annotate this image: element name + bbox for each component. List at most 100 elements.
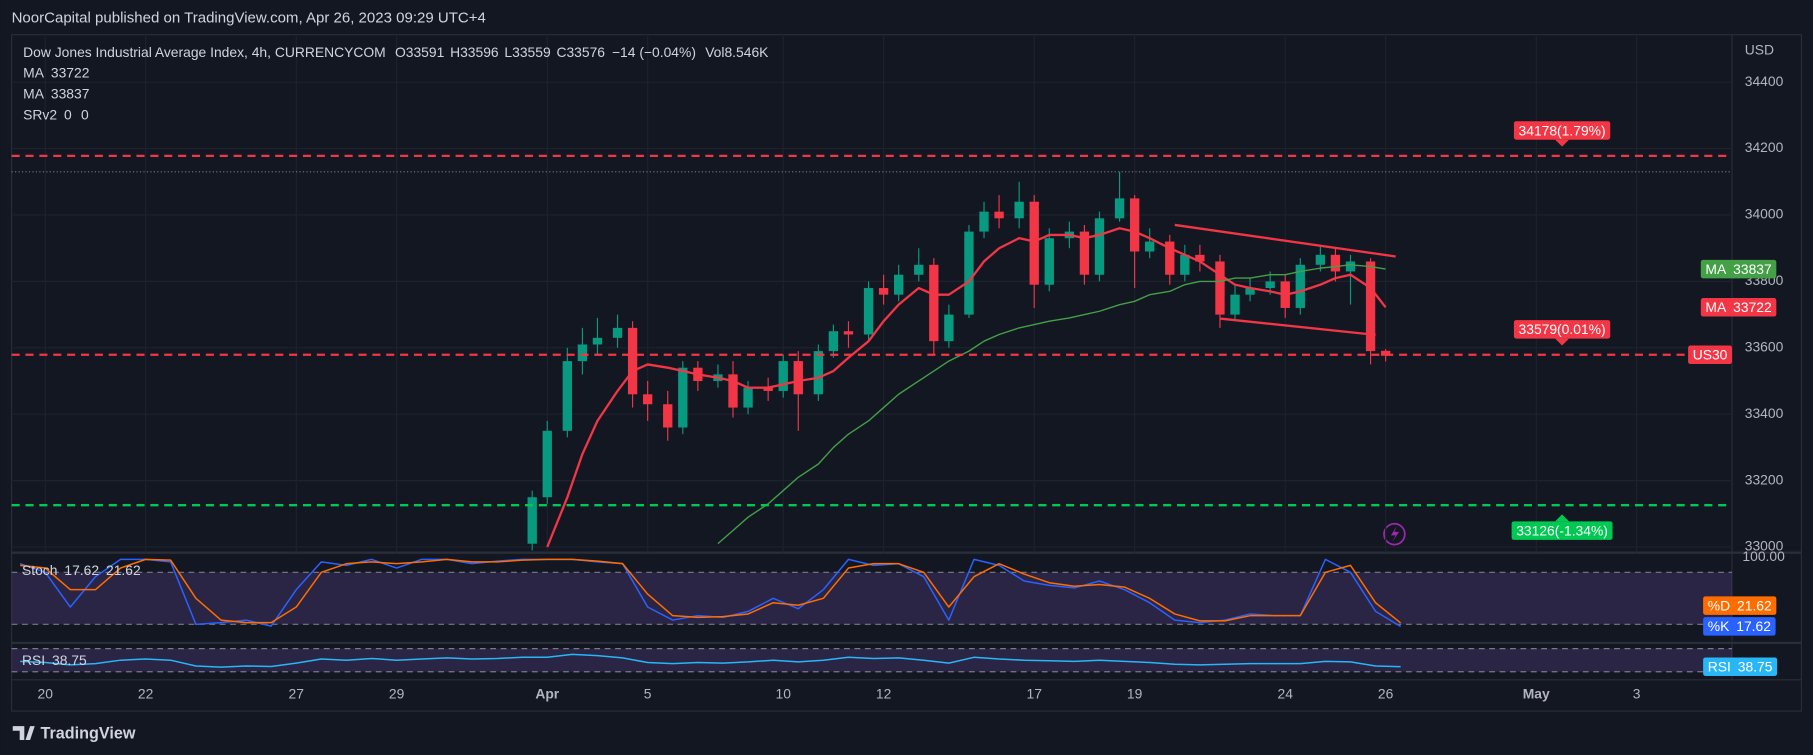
candle-body — [1365, 261, 1376, 352]
label-text: 33722 — [1733, 299, 1772, 315]
candle-body — [994, 211, 1004, 219]
candle-body — [1044, 238, 1054, 285]
label-box — [1513, 121, 1611, 140]
candle-body — [577, 344, 588, 362]
label-text: %K — [1708, 618, 1730, 634]
candle-body — [813, 351, 824, 395]
x-tick-label: 24 — [1278, 686, 1294, 702]
candle-body — [1079, 231, 1090, 275]
trendline — [1219, 317, 1376, 336]
x-tick-label: 27 — [289, 686, 305, 702]
y-tick-label: 100.00 — [1742, 548, 1785, 564]
label-box — [1700, 298, 1777, 317]
candle-body — [1230, 294, 1240, 315]
label-text: 33837 — [1733, 261, 1772, 277]
label-text: 38.75 — [1738, 659, 1773, 675]
candle-body — [612, 327, 623, 338]
label-box — [1703, 617, 1776, 636]
legend-text: MA — [23, 85, 45, 101]
legend-text: 21.62 — [106, 562, 141, 578]
currency-label: USD — [1745, 42, 1774, 58]
candle-body — [728, 374, 738, 408]
x-tick-label: 5 — [644, 686, 652, 702]
candle-body — [542, 430, 552, 498]
top-bar — [0, 0, 1813, 35]
trendline — [1174, 223, 1396, 258]
candle-body — [1029, 201, 1039, 285]
y-tick-label: 33600 — [1745, 338, 1784, 354]
label-text: 33126(-1.34%) — [1516, 522, 1608, 538]
candle-body — [1265, 281, 1275, 289]
publisher-note: NoorCapital published on TradingView.com… — [12, 9, 486, 26]
candle-body — [1345, 261, 1356, 272]
label-text: 17.62 — [1736, 618, 1771, 634]
candle-body — [1180, 254, 1190, 275]
candle-body — [1014, 201, 1024, 219]
axis-marker: MA 33837 — [1700, 259, 1777, 279]
y-tick-label: 34200 — [1745, 139, 1784, 155]
legend-text: 33591 — [406, 44, 445, 60]
candle-body — [1145, 241, 1155, 252]
legend-text: −14 (−0.04%) — [612, 44, 696, 60]
legend-text: SRv2 — [23, 106, 57, 122]
x-tick-label: 29 — [389, 686, 405, 702]
y-tick-label: 33200 — [1745, 471, 1784, 487]
candle-body — [642, 394, 653, 405]
legend-text: Vol — [705, 44, 724, 60]
candle-body — [979, 211, 989, 232]
legend-text: O — [395, 44, 406, 60]
alert-bolt — [1390, 526, 1400, 543]
candle-body — [1094, 218, 1105, 275]
candle-body — [1330, 254, 1341, 272]
label-text: %D — [1708, 597, 1730, 613]
legend-text: 33837 — [51, 85, 90, 101]
brand-logo — [12, 726, 35, 740]
label-text: MA — [1705, 261, 1727, 277]
legend-text: MA — [23, 65, 45, 81]
label-text: RSI — [1708, 659, 1731, 675]
level-pointer — [1555, 338, 1570, 346]
candle-body — [878, 288, 889, 295]
alert-icon[interactable] — [1383, 522, 1406, 546]
x-tick-label: 22 — [138, 686, 154, 702]
x-tick-label: 12 — [876, 686, 892, 702]
level-label: 34178(1.79%) — [1513, 121, 1611, 140]
level-label: 33579(0.01%) — [1513, 320, 1611, 339]
candle-body — [1129, 198, 1140, 252]
candle-body — [1165, 241, 1175, 275]
legend-text: 33722 — [51, 65, 90, 81]
legend-text: 33576 — [566, 44, 605, 60]
candle-body — [1215, 261, 1225, 315]
x-tick-label: 3 — [1633, 686, 1641, 702]
axis-marker: MA 33722 — [1700, 298, 1777, 317]
label-box — [1700, 259, 1777, 279]
legend-text: C — [556, 44, 566, 60]
label-text: 34178(1.79%) — [1519, 122, 1606, 138]
candle-body — [843, 331, 854, 335]
moving-average — [546, 227, 1387, 548]
candle-body — [678, 367, 688, 428]
y-tick-label: 33000 — [1745, 538, 1784, 554]
axis-marker: %D 21.62 — [1703, 596, 1777, 615]
candle-body — [527, 497, 537, 544]
x-tick-label: May — [1523, 686, 1550, 702]
y-tick-label: 34000 — [1745, 206, 1784, 222]
x-tick-label: 17 — [1027, 686, 1043, 702]
moving-average — [717, 264, 1386, 545]
x-tick-label: 10 — [775, 686, 791, 702]
legend-text: 0 — [64, 106, 72, 122]
candle-body — [964, 231, 974, 315]
label-box — [1513, 320, 1611, 339]
label-box — [1688, 345, 1733, 365]
candle-body — [562, 361, 573, 431]
legend-text: RSI — [22, 652, 45, 668]
legend-text: L — [504, 44, 512, 60]
label-box — [1511, 521, 1613, 540]
candle-body — [1380, 350, 1391, 356]
band-fill — [11, 648, 1733, 672]
label-text: 21.62 — [1737, 597, 1772, 613]
legend-text: 33596 — [460, 44, 499, 60]
candle-body — [894, 274, 904, 295]
